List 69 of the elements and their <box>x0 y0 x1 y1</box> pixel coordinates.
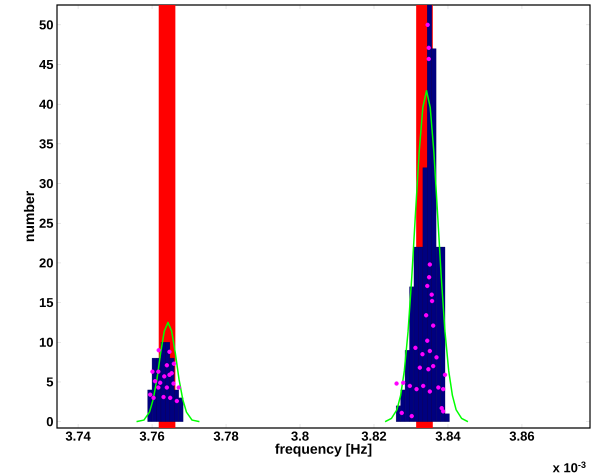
point <box>418 366 422 370</box>
point <box>430 364 436 368</box>
point <box>156 348 161 353</box>
point <box>426 56 431 62</box>
point <box>420 384 426 388</box>
point <box>401 380 406 386</box>
text: x 10$^{-3}$ <box>552 462 586 473</box>
y-tick-label: 30 <box>39 179 53 188</box>
point <box>430 324 436 328</box>
point <box>156 370 161 374</box>
point <box>164 363 170 368</box>
point <box>171 382 176 386</box>
y-tick-label: 40 <box>39 100 53 109</box>
point <box>172 362 176 366</box>
point <box>425 22 430 28</box>
y-tick-label: 20 <box>39 258 53 268</box>
y-axis-title: number <box>24 191 34 242</box>
point <box>426 367 431 372</box>
y-tick-label: 35 <box>39 139 54 149</box>
point <box>148 392 152 398</box>
x-tick-label: 3.78 <box>214 432 238 441</box>
y-tick-label: 25 <box>39 218 54 228</box>
point <box>400 410 404 416</box>
point <box>440 387 446 392</box>
point <box>428 348 432 354</box>
point <box>176 386 181 390</box>
point <box>162 374 166 379</box>
x-tick-label: 3.86 <box>510 432 534 441</box>
y-tick-label: 50 <box>39 20 53 30</box>
point <box>430 298 434 304</box>
point <box>394 382 399 386</box>
x-tick-label: 3.82 <box>362 432 386 441</box>
point <box>425 284 430 288</box>
point <box>426 275 432 280</box>
point <box>434 355 439 360</box>
point <box>174 398 180 404</box>
point <box>151 396 156 400</box>
y-tick-label: 10 <box>40 338 53 348</box>
point <box>156 386 161 390</box>
y-tick-label: 45 <box>39 60 54 70</box>
point <box>168 396 172 400</box>
point <box>442 372 448 378</box>
point <box>424 313 428 318</box>
point <box>414 387 419 392</box>
point <box>426 46 431 50</box>
point <box>152 379 158 384</box>
x-tick-label: 3.74 <box>66 432 91 441</box>
x-axis-title: frequency [Hz] <box>275 444 372 457</box>
point <box>408 384 412 388</box>
point <box>413 346 418 350</box>
x-tick-label: 3.76 <box>140 432 164 441</box>
point <box>164 386 170 390</box>
y-tick-label: 15 <box>40 298 54 308</box>
point <box>161 395 166 400</box>
point <box>430 292 434 298</box>
point <box>440 409 446 414</box>
point <box>428 389 432 394</box>
point <box>410 414 414 418</box>
point <box>425 338 430 344</box>
point <box>167 350 172 354</box>
point <box>150 370 155 374</box>
x-tick-label: 3.8 <box>291 432 309 441</box>
y-tick-label: 5 <box>46 378 54 387</box>
x-tick-label: 3.84 <box>436 432 461 441</box>
y-tick-label: 0 <box>46 417 53 426</box>
point <box>428 262 432 267</box>
point <box>158 380 162 386</box>
point <box>420 352 425 357</box>
point <box>436 386 441 390</box>
